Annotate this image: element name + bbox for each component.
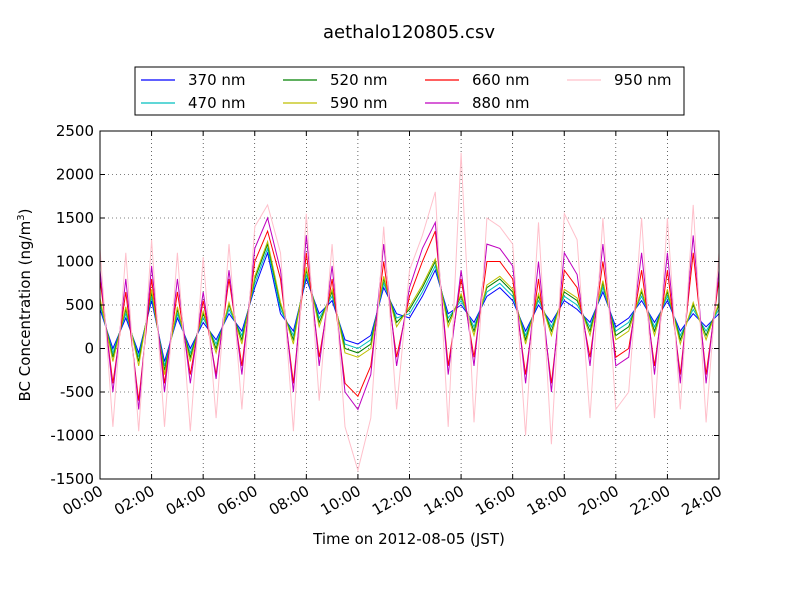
y-axis-label-superscript: 3 [16,214,27,220]
y-tick-label: 1500 [56,209,94,227]
x-tick-label: 10:00 [317,482,363,519]
x-tick-label: 22:00 [627,482,673,519]
legend-label: 590 nm [330,94,388,112]
legend-entry: 470 nm [141,94,246,112]
y-tick-label: 1000 [56,253,94,271]
x-tick-label: 04:00 [163,482,209,519]
y-tick-label: 500 [65,296,94,314]
x-tick-label: 18:00 [524,482,570,519]
y-tick-label: 2500 [56,122,94,140]
grid [99,130,720,480]
x-tick-label: 16:00 [472,482,518,519]
legend-label: 660 nm [472,71,530,89]
series-660-nm [99,229,720,401]
legend-frame [134,66,685,116]
legend-entry: 370 nm [141,71,246,89]
series-line [99,239,720,375]
y-axis-label: BC Concentration (ng/m3) [16,209,34,402]
y-tick-label: -1500 [50,470,94,488]
series-line [99,242,720,371]
y-tick-label: -500 [60,383,94,401]
series-line [99,152,720,473]
y-axis-label-close: ) [16,209,34,215]
x-tick-label: 06:00 [214,482,260,519]
x-tick-label: 20:00 [575,482,621,519]
y-axis-label-main: BC Concentration (ng/m [16,221,34,402]
series-layer [99,152,720,473]
legend-label: 880 nm [472,94,530,112]
series-line [99,246,720,367]
legend-label: 520 nm [330,71,388,89]
x-tick-label: 02:00 [111,482,157,519]
chart-title: aethalo120805.csv [323,22,495,43]
legend-entry: 660 nm [425,71,530,89]
series-370-nm [99,250,720,362]
y-tick-label: 0 [84,340,94,358]
series-line [99,229,720,401]
series-880-nm [99,216,720,411]
series-520-nm [99,242,720,371]
x-tick-label: 14:00 [421,482,467,519]
series-590-nm [99,239,720,375]
series-line [99,250,720,362]
series-line [99,216,720,411]
legend-label: 370 nm [188,71,246,89]
x-axis-label: Time on 2012-08-05 (JST) [312,530,505,548]
y-tick-label: 2000 [56,166,94,184]
x-tick-label: 12:00 [369,482,415,519]
legend-entry: 880 nm [425,94,530,112]
y-tick-label: -1000 [50,427,94,445]
legend: 370 nm 470 nm 520 nm 590 nm 660 nm 880 nm 950 … [134,66,685,116]
legend-entry: 590 nm [283,94,388,112]
legend-label: 950 nm [614,71,672,89]
series-470-nm [99,246,720,367]
legend-label: 470 nm [188,94,246,112]
ticks [99,130,720,480]
y-tick-labels: -1500 -1000 -500 0 500 1000 1500 2000 2500 [50,122,94,488]
series-950-nm [99,152,720,473]
x-tick-label: 24:00 [679,482,725,519]
legend-entry: 950 nm [567,71,672,89]
legend-entry: 520 nm [283,71,388,89]
x-tick-labels: 00:00 02:00 04:00 06:00 08:00 10:00 12:00 14:00… [60,482,725,519]
x-tick-label: 08:00 [266,482,312,519]
